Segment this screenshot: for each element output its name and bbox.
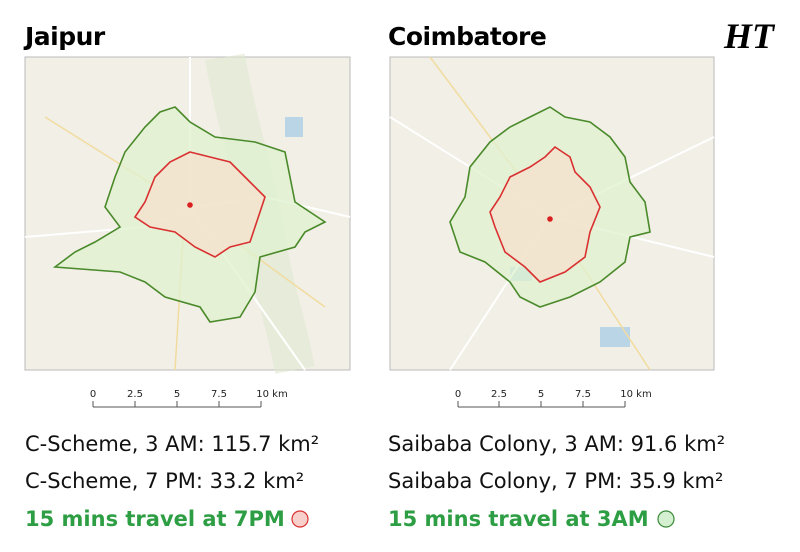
scale-bar: 0 2.5 5 7.5 10 km	[90, 389, 288, 408]
legend-label: 15 mins travel at 3AM	[388, 507, 649, 531]
stat-line: Saibaba Colony, 7 PM: 35.9 km²	[388, 469, 723, 493]
stat-line: C-Scheme, 3 AM: 115.7 km²	[25, 432, 319, 456]
logo: HT	[723, 16, 776, 56]
map-jaipur	[24, 53, 351, 374]
scale-label: 7.5	[211, 389, 227, 400]
scale-label: 10 km	[256, 389, 287, 400]
legend-swatch	[291, 510, 309, 528]
scale-label: 7.5	[575, 389, 591, 400]
scale-bar: 0 2.5 5 7.5 10 km	[455, 389, 652, 408]
city-title: Coimbatore	[388, 22, 546, 51]
scale-label: 0	[455, 389, 461, 400]
stat-line: C-Scheme, 7 PM: 33.2 km²	[25, 469, 304, 493]
stat-line: Saibaba Colony, 3 AM: 91.6 km²	[388, 432, 725, 456]
map-coimbatore	[389, 56, 715, 371]
city-title: Jaipur	[23, 22, 106, 51]
legend-swatch	[657, 510, 675, 528]
scale-label: 5	[538, 389, 544, 400]
scale-label: 5	[174, 389, 180, 400]
scale-label: 2.5	[491, 389, 507, 400]
scale-label: 10 km	[620, 389, 651, 400]
scale-label: 2.5	[127, 389, 143, 400]
legend-label: 15 mins travel at 7PM	[25, 507, 285, 531]
scale-label: 0	[90, 389, 96, 400]
